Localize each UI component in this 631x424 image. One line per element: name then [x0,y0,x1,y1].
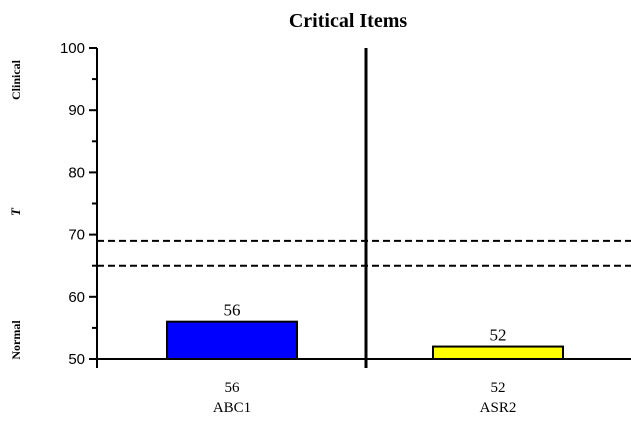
x-category-label: ABC1 [213,400,251,416]
x-category-label: ASR2 [480,400,517,416]
bar [166,320,298,360]
side-label-normal: Normal [9,320,23,360]
y-tick-label: 60 [68,289,85,306]
side-label-t: T [8,207,23,216]
y-tick-label: 90 [68,102,85,119]
y-tick-label: 80 [68,164,85,181]
y-tick-label: 100 [60,40,85,57]
bar-value-label: 56 [224,301,241,320]
y-tick-label: 50 [68,351,85,368]
x-score-label: 56 [225,380,241,396]
side-label-clinical: Clinical [9,59,23,100]
axes-group [89,47,631,368]
y-tick-label: 70 [68,227,85,244]
bars-group [166,320,564,360]
reference-lines [97,239,631,267]
x-score-label: 52 [491,380,506,396]
chart-title: Critical Items [289,10,408,32]
bar-value-label: 52 [490,326,507,345]
bar [432,345,564,360]
labels-group: 50 60 70 80 90 100 56 56 ABC1 52 52 ASR2 [60,40,516,416]
